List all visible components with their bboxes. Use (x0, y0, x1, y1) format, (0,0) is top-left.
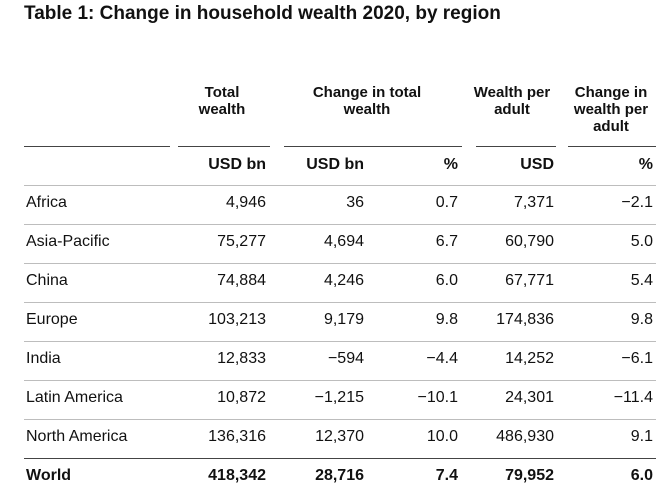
change-per-adult-cell: −6.1 (621, 350, 653, 367)
wealth-per-adult-cell: 174,836 (496, 311, 554, 328)
total-wealth-cell: 418,342 (208, 467, 266, 484)
change-usd-cell: 12,370 (315, 428, 364, 445)
row-divider (24, 263, 656, 264)
total-wealth-cell: 136,316 (208, 428, 266, 445)
wealth-per-adult-cell: 79,952 (505, 467, 554, 484)
change-usd-cell: 36 (346, 194, 364, 211)
change-per-adult-cell: 5.4 (630, 272, 653, 289)
region-cell: Europe (26, 311, 78, 328)
region-cell: China (26, 272, 68, 289)
wealth-per-adult-cell: 67,771 (505, 272, 554, 289)
header-rule-per-adult (476, 146, 556, 147)
row-divider (24, 302, 656, 303)
change-pct-cell: −4.4 (426, 350, 458, 367)
total-wealth-cell: 74,884 (217, 272, 266, 289)
region-cell: Africa (26, 194, 67, 211)
change-usd-cell: −1,215 (314, 389, 364, 406)
unit-wealth-per-adult: USD (520, 156, 554, 173)
unit-change-usd: USD bn (306, 156, 364, 173)
change-pct-cell: 6.7 (435, 233, 458, 250)
change-pct-cell: 7.4 (435, 467, 458, 484)
change-per-adult-cell: 9.8 (630, 311, 653, 328)
header-rule-change-per-adult (568, 146, 656, 147)
header-rule-change (284, 146, 462, 147)
change-pct-cell: 0.7 (435, 194, 458, 211)
change-usd-cell: 9,179 (323, 311, 364, 328)
wealth-per-adult-cell: 24,301 (505, 389, 554, 406)
change-usd-cell: −594 (327, 350, 364, 367)
change-per-adult-cell: 6.0 (630, 467, 653, 484)
header-rule-region (24, 146, 170, 147)
wealth-per-adult-cell: 60,790 (505, 233, 554, 250)
unit-change-per-adult: % (638, 156, 653, 173)
region-cell: World (26, 467, 72, 484)
change-pct-cell: 9.8 (435, 311, 458, 328)
wealth-per-adult-cell: 14,252 (505, 350, 554, 367)
region-cell: Asia-Pacific (26, 233, 110, 250)
change-pct-cell: −10.1 (417, 389, 458, 406)
change-pct-cell: 10.0 (426, 428, 458, 445)
change-per-adult-cell: 9.1 (630, 428, 653, 445)
unit-change-pct: % (443, 156, 458, 173)
unit-row-rule (24, 185, 656, 186)
change-per-adult-cell: 5.0 (630, 233, 653, 250)
total-wealth-cell: 4,946 (225, 194, 266, 211)
change-usd-cell: 4,694 (323, 233, 364, 250)
region-cell: Latin America (26, 389, 123, 406)
row-divider (24, 380, 656, 381)
row-divider (24, 419, 656, 420)
row-divider (24, 224, 656, 225)
row-divider (24, 341, 656, 342)
region-cell: North America (26, 428, 128, 445)
total-wealth-cell: 103,213 (208, 311, 266, 328)
header-total-wealth: Total wealth (198, 84, 246, 118)
wealth-per-adult-cell: 7,371 (513, 194, 554, 211)
change-usd-cell: 4,246 (323, 272, 364, 289)
change-usd-cell: 28,716 (315, 467, 364, 484)
row-divider (24, 458, 656, 459)
header-change-wealth-per-adult: Change in wealth per adult (573, 84, 649, 135)
region-cell: India (26, 350, 61, 367)
table-title: Table 1: Change in household wealth 2020… (24, 3, 501, 24)
header-change-total-wealth: Change in total wealth (312, 84, 422, 118)
unit-total-wealth: USD bn (208, 156, 266, 173)
header-rule-total (178, 146, 270, 147)
change-per-adult-cell: −2.1 (621, 194, 653, 211)
wealth-per-adult-cell: 486,930 (496, 428, 554, 445)
total-wealth-cell: 75,277 (217, 233, 266, 250)
total-wealth-cell: 10,872 (217, 389, 266, 406)
change-per-adult-cell: −11.4 (613, 389, 653, 406)
change-pct-cell: 6.0 (435, 272, 458, 289)
header-wealth-per-adult: Wealth per adult (473, 84, 551, 118)
total-wealth-cell: 12,833 (217, 350, 266, 367)
